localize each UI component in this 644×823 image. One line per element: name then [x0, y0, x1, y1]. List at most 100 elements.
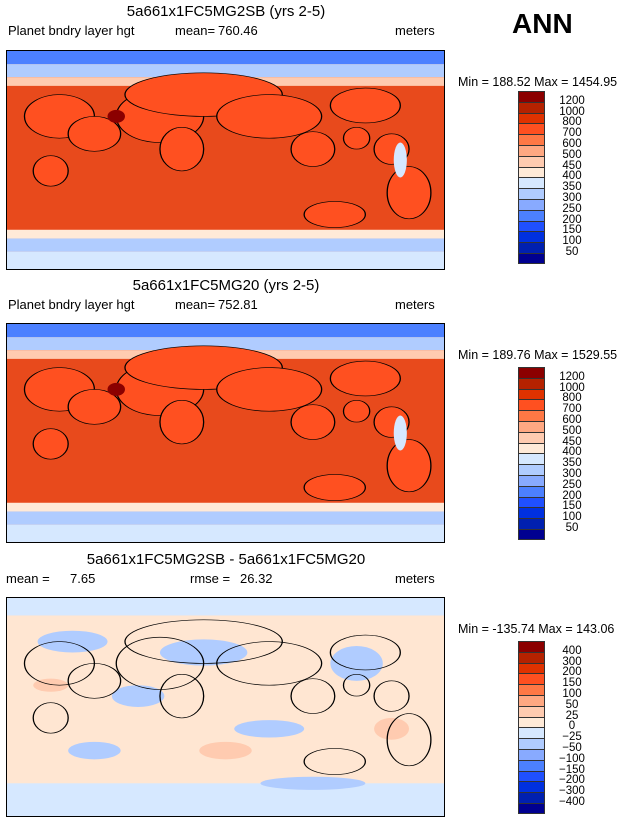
antarctic-band [7, 251, 444, 269]
colorbar-label: 100 [562, 235, 582, 248]
continent-outline [32, 702, 69, 734]
antarctic-band [7, 524, 444, 542]
continent [290, 404, 336, 440]
colorbar-box [518, 453, 545, 465]
mean-label: mean = [6, 571, 50, 586]
colorbar-label: 50 [565, 522, 579, 534]
continent-outline [216, 641, 323, 686]
colorbar-box [518, 474, 545, 486]
continent-outline [124, 619, 283, 664]
colorbar-label: 700 [562, 403, 582, 416]
arctic-band [7, 64, 444, 78]
mean-value: 752.81 [218, 297, 258, 312]
continent [216, 94, 323, 139]
colorbar-label: 250 [562, 202, 582, 215]
colorbar-label: 50 [565, 246, 579, 258]
continent-outline [386, 713, 432, 767]
mean-label: mean= [175, 23, 216, 38]
colorbar-label: 450 [562, 159, 582, 172]
colorbar-box [518, 144, 545, 156]
colorbar-box [518, 496, 545, 508]
min-max-label: Min = 188.52 Max = 1454.95 [458, 75, 618, 89]
colorbar-label: 200 [562, 666, 582, 679]
continent-outline [290, 678, 336, 714]
colorbar [518, 641, 545, 814]
colorbar-box [518, 684, 545, 695]
colorbar-label: 1200 [559, 370, 585, 383]
colorbar-label: 400 [562, 644, 582, 657]
colorbar-label: 450 [562, 435, 582, 448]
map-field [7, 598, 444, 816]
arctic-band [7, 51, 444, 65]
colorbar-box [518, 220, 545, 232]
colorbar-label: 600 [562, 138, 582, 150]
colorbar-label: −200 [559, 774, 585, 787]
variable-label: Planet bndry layer hgt [8, 297, 135, 312]
colorbar-box [518, 388, 545, 400]
colorbar-box [518, 198, 545, 210]
continent [159, 399, 205, 445]
colorbar-label: 150 [562, 500, 582, 513]
coastal-low-pbl [393, 142, 407, 178]
colorbar-box [518, 231, 545, 243]
colorbar-box [518, 727, 545, 739]
colorbar-box [518, 399, 545, 411]
positive-anomaly [199, 741, 252, 760]
variable-label: Planet bndry layer hgt [8, 23, 135, 38]
colorbar-box [518, 518, 545, 529]
colorbar [518, 91, 545, 264]
colorbar-label: 600 [562, 414, 582, 426]
colorbar-box [518, 166, 545, 178]
colorbar-box [518, 134, 545, 145]
colorbar-box [518, 781, 545, 793]
colorbar-box [518, 155, 545, 167]
colorbar-box [518, 123, 545, 135]
colorbar-label: 150 [562, 677, 582, 690]
antarctic-band [7, 502, 444, 512]
colorbar-box [518, 759, 545, 771]
colorbar-box [518, 367, 545, 378]
colorbar-box [518, 641, 545, 652]
colorbar-box [518, 485, 545, 497]
colorbar-label: 1000 [559, 105, 585, 118]
antarctic-band [7, 783, 444, 816]
colorbar-label: 700 [562, 127, 582, 140]
continent [32, 428, 69, 460]
colorbar-box [518, 252, 545, 264]
colorbar-label: 400 [562, 446, 582, 459]
colorbar-label: −50 [562, 742, 582, 754]
colorbar-label: −300 [559, 785, 585, 798]
season-label: ANN [512, 8, 573, 39]
colorbar-box [518, 507, 545, 519]
colorbar [518, 367, 545, 540]
continent [67, 389, 122, 425]
colorbar-box [518, 673, 545, 685]
continent-outline [303, 748, 366, 775]
colorbar-label: 350 [562, 457, 582, 470]
colorbar-box [518, 716, 545, 728]
colorbar-box [518, 242, 545, 253]
colorbar-box [518, 748, 545, 760]
units-label: meters [395, 571, 435, 586]
high-pbl-region [107, 382, 125, 396]
continent [32, 155, 69, 187]
colorbar-label: 500 [562, 148, 582, 161]
colorbar-label: 0 [568, 720, 576, 733]
colorbar-label: −400 [559, 796, 585, 808]
continent-outline [159, 673, 205, 719]
colorbar-box [518, 528, 545, 540]
mean-label: mean= [175, 297, 216, 312]
colorbar-label: 400 [562, 170, 582, 183]
continent [216, 367, 323, 412]
colorbar-box [518, 738, 545, 749]
panel-title: 5a661x1FC5MG20 (yrs 2-5) [132, 277, 320, 294]
high-pbl-region [107, 109, 125, 123]
continent-outline [329, 634, 401, 671]
colorbar-label: −150 [559, 763, 585, 776]
continent [386, 439, 432, 493]
continent [329, 87, 401, 124]
continent [386, 166, 432, 220]
colorbar-label: 200 [562, 213, 582, 226]
colorbar-label: 250 [562, 478, 582, 491]
mean-value: 760.46 [218, 23, 258, 38]
